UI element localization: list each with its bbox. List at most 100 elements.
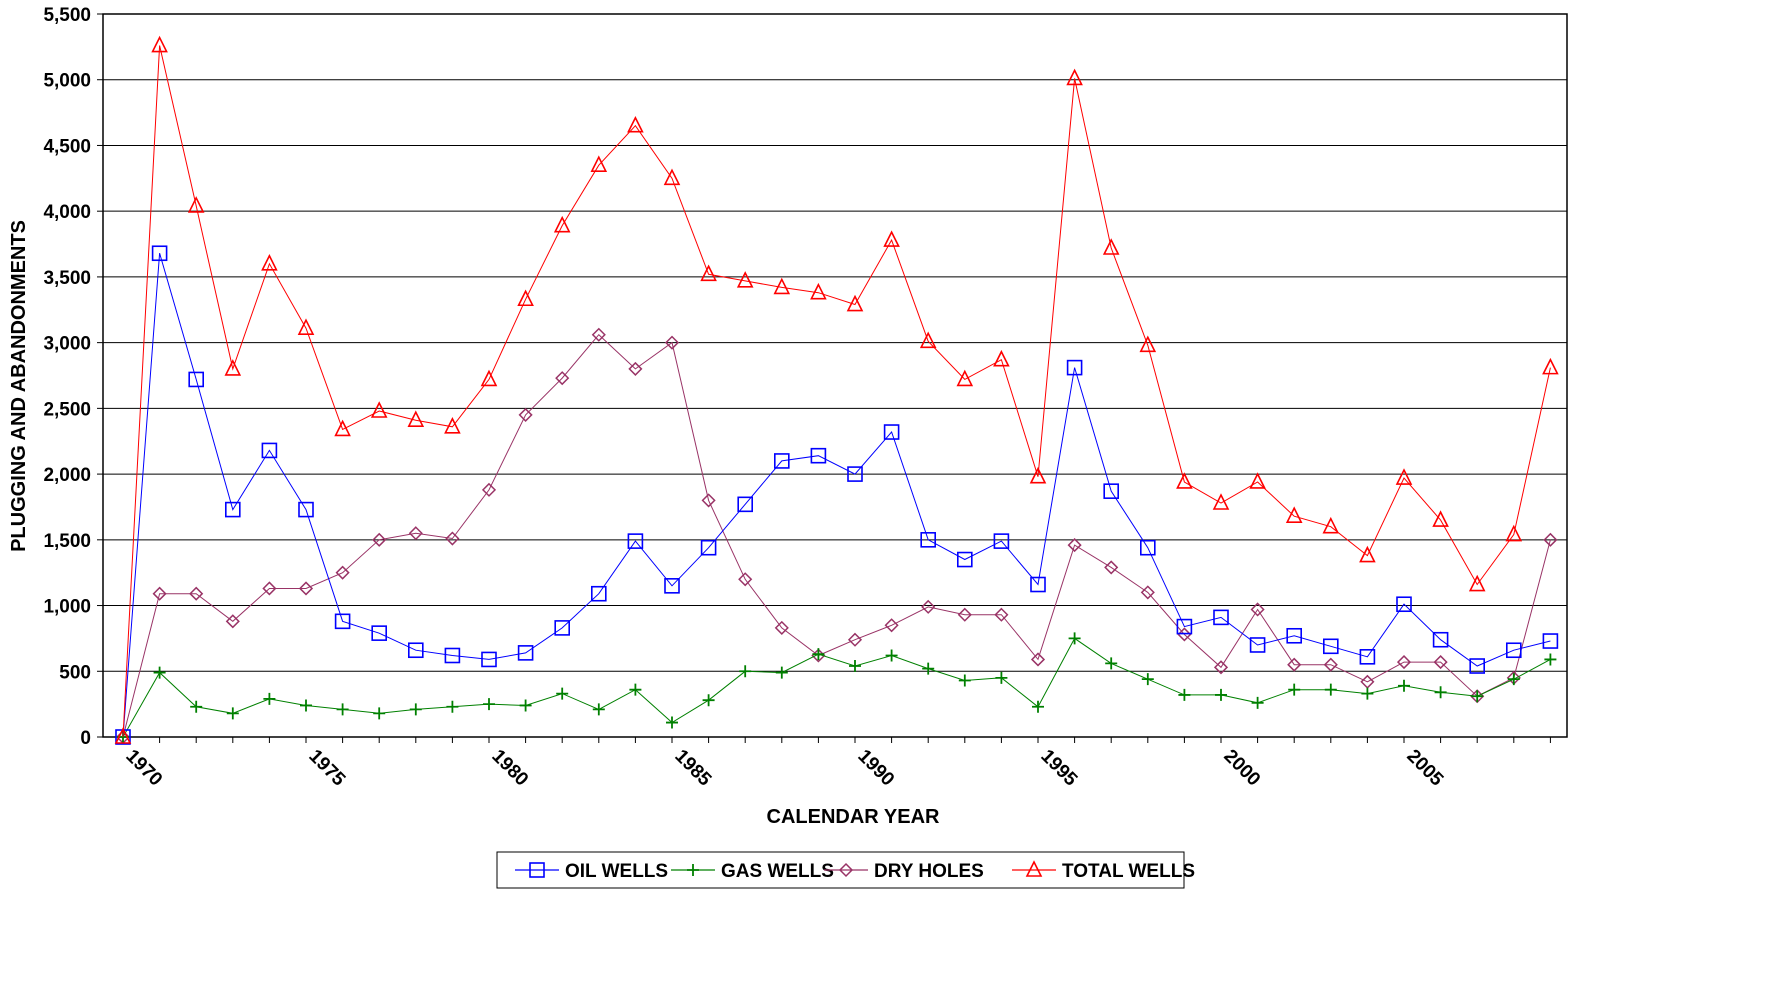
data-point-dry-holes xyxy=(921,599,936,614)
data-point-oil-wells xyxy=(1066,359,1083,376)
series-line-dry-holes xyxy=(122,333,1551,738)
data-point-dry-holes xyxy=(994,607,1009,622)
legend-marker-oil-wells xyxy=(529,862,545,878)
y-tick-label: 4,000 xyxy=(43,202,91,223)
series-line-gas-wells xyxy=(122,637,1551,738)
data-point-gas-wells xyxy=(1251,696,1264,709)
data-point-oil-wells xyxy=(810,447,827,464)
data-point-total-wells xyxy=(590,155,608,172)
data-point-gas-wells xyxy=(1507,673,1520,686)
data-point-gas-wells xyxy=(190,700,203,713)
data-point-gas-wells xyxy=(922,662,935,675)
data-point-dry-holes xyxy=(1543,532,1558,547)
y-tick-label: 3,000 xyxy=(43,334,91,355)
gridlines xyxy=(103,79,1567,672)
data-point-gas-wells xyxy=(263,692,276,705)
data-point-oil-wells xyxy=(371,625,388,641)
data-point-total-wells xyxy=(883,230,900,247)
data-point-oil-wells xyxy=(1176,618,1193,635)
data-point-dry-holes xyxy=(225,614,240,629)
data-point-gas-wells xyxy=(592,703,605,716)
data-point-gas-wells xyxy=(483,698,495,711)
legend-marker-total-wells xyxy=(1025,860,1043,877)
y-axis-ticks: 0 500 1,000 1,500 2,000 2,500 3,000 3,500 4,000 4… xyxy=(43,5,103,749)
data-point-total-wells xyxy=(444,416,461,434)
data-point-total-wells xyxy=(370,401,388,418)
x-tick-label: 1970 xyxy=(121,746,166,791)
x-tick-label: 1990 xyxy=(853,746,898,791)
data-point-oil-wells xyxy=(554,620,571,636)
data-point-oil-wells xyxy=(1140,539,1156,556)
data-point-total-wells xyxy=(1505,524,1523,542)
data-point-oil-wells xyxy=(627,533,644,549)
data-point-total-wells xyxy=(297,318,315,335)
series-layer xyxy=(114,35,1559,745)
data-point-total-wells xyxy=(1102,238,1120,255)
data-point-total-wells xyxy=(1066,68,1083,86)
x-tick-label: 1980 xyxy=(487,746,532,791)
data-point-gas-wells xyxy=(958,674,971,687)
x-tick-label: 2005 xyxy=(1402,746,1447,791)
data-point-oil-wells xyxy=(1323,638,1339,655)
series-oil-wells xyxy=(115,245,1559,745)
series-line-total-wells xyxy=(122,45,1551,738)
data-point-gas-wells xyxy=(849,660,861,673)
data-point-total-wells xyxy=(810,282,827,300)
legend-item-gas-wells: GAS WELLS xyxy=(671,861,834,882)
data-point-oil-wells xyxy=(700,539,717,556)
legend: OIL WELLS GAS WELLS DRY HOLES TOTAL WELLS xyxy=(496,851,1195,889)
data-point-dry-holes xyxy=(1213,660,1229,675)
legend-item-oil-wells: OIL WELLS xyxy=(515,861,668,882)
data-point-total-wells xyxy=(700,264,717,282)
data-point-oil-wells xyxy=(993,533,1010,549)
data-point-total-wells xyxy=(627,115,644,133)
data-point-total-wells xyxy=(1212,493,1230,510)
data-point-gas-wells xyxy=(1178,688,1191,701)
data-point-oil-wells xyxy=(883,424,900,440)
y-tick-label: 2,000 xyxy=(43,465,91,486)
data-point-gas-wells xyxy=(446,700,459,713)
data-point-dry-holes xyxy=(1067,538,1082,553)
x-tick-label: 2000 xyxy=(1219,746,1264,791)
data-point-dry-holes xyxy=(152,586,167,601)
data-point-dry-holes xyxy=(445,531,460,546)
data-point-oil-wells xyxy=(1213,609,1229,626)
data-point-oil-wells xyxy=(481,651,497,668)
data-point-gas-wells xyxy=(885,649,898,662)
data-point-gas-wells xyxy=(1324,683,1337,696)
data-point-total-wells xyxy=(114,727,132,744)
data-point-total-wells xyxy=(1468,574,1486,592)
data-point-oil-wells xyxy=(1030,576,1046,593)
data-point-oil-wells xyxy=(261,442,278,459)
data-point-gas-wells xyxy=(1068,632,1081,645)
data-point-gas-wells xyxy=(812,648,825,661)
data-point-dry-holes xyxy=(738,572,753,587)
y-tick-label: 4,500 xyxy=(43,136,91,157)
data-point-total-wells xyxy=(993,349,1010,367)
data-point-gas-wells xyxy=(775,666,788,679)
data-point-oil-wells xyxy=(1432,631,1449,648)
data-point-gas-wells xyxy=(373,707,386,720)
x-axis-title: CALENDAR YEAR xyxy=(767,806,941,828)
y-tick-label: 0 xyxy=(80,728,91,749)
legend-marker-gas-wells xyxy=(687,864,699,876)
data-point-oil-wells xyxy=(407,642,424,659)
data-point-oil-wells xyxy=(1286,627,1302,644)
legend-item-total-wells: TOTAL WELLS xyxy=(1012,860,1195,882)
data-point-oil-wells xyxy=(334,613,351,630)
data-point-oil-wells xyxy=(517,645,534,661)
y-tick-label: 5,000 xyxy=(43,71,91,92)
data-point-total-wells xyxy=(517,289,534,307)
data-point-gas-wells xyxy=(409,703,422,716)
data-point-total-wells xyxy=(224,359,242,376)
data-point-oil-wells xyxy=(151,245,168,262)
y-tick-label: 1,000 xyxy=(43,597,91,618)
data-point-dry-holes xyxy=(957,607,972,622)
data-point-dry-holes xyxy=(189,586,204,601)
y-tick-label: 5,500 xyxy=(43,5,91,26)
data-point-gas-wells xyxy=(702,694,715,707)
data-point-total-wells xyxy=(1029,466,1047,484)
data-point-total-wells xyxy=(1285,506,1303,523)
data-point-gas-wells xyxy=(1105,657,1118,670)
data-point-gas-wells xyxy=(1141,673,1154,686)
